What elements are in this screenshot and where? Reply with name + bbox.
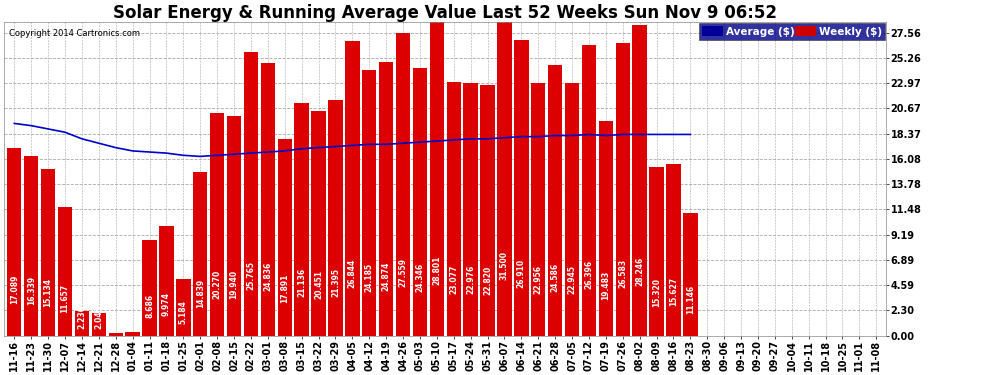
Bar xyxy=(312,111,326,336)
Text: 2.043: 2.043 xyxy=(94,305,103,329)
Bar xyxy=(362,70,376,336)
Text: 16.339: 16.339 xyxy=(27,276,36,305)
Bar xyxy=(329,100,343,336)
Text: 31.500: 31.500 xyxy=(500,251,509,280)
Text: 26.583: 26.583 xyxy=(619,259,628,288)
Bar xyxy=(7,148,22,336)
Text: 26.396: 26.396 xyxy=(584,260,593,289)
Bar xyxy=(548,65,562,336)
Bar xyxy=(599,122,613,336)
Bar xyxy=(531,83,545,336)
Text: 21.136: 21.136 xyxy=(297,268,306,297)
Text: 19.940: 19.940 xyxy=(230,270,239,299)
Bar xyxy=(346,40,359,336)
Bar xyxy=(244,53,258,336)
Text: 28.801: 28.801 xyxy=(433,255,442,285)
Text: 27.559: 27.559 xyxy=(399,258,408,287)
Text: 17.089: 17.089 xyxy=(10,275,19,304)
Bar xyxy=(463,83,478,336)
Bar xyxy=(616,44,630,336)
Bar xyxy=(143,240,156,336)
Text: 15.320: 15.320 xyxy=(652,278,661,307)
Text: Copyright 2014 Cartronics.com: Copyright 2014 Cartronics.com xyxy=(9,28,140,38)
Bar xyxy=(260,63,275,336)
Bar xyxy=(497,0,512,336)
Text: 24.874: 24.874 xyxy=(382,262,391,291)
Bar xyxy=(565,83,579,336)
Text: 28.246: 28.246 xyxy=(636,256,644,286)
Bar xyxy=(74,311,89,336)
Text: 11.146: 11.146 xyxy=(686,285,695,314)
Text: 22.956: 22.956 xyxy=(534,266,543,294)
Text: 22.945: 22.945 xyxy=(567,266,576,294)
Bar xyxy=(92,313,106,336)
Text: 15.134: 15.134 xyxy=(44,278,52,307)
Bar xyxy=(683,213,698,336)
Bar xyxy=(649,167,663,336)
Text: 22.976: 22.976 xyxy=(466,265,475,294)
Text: 11.657: 11.657 xyxy=(60,284,69,313)
Legend: Average ($), Weekly ($): Average ($), Weekly ($) xyxy=(699,23,885,40)
Text: 24.185: 24.185 xyxy=(364,263,374,292)
Text: 5.184: 5.184 xyxy=(179,300,188,324)
Text: 24.346: 24.346 xyxy=(416,263,425,292)
Bar xyxy=(666,164,681,336)
Text: 17.891: 17.891 xyxy=(280,273,289,303)
Bar xyxy=(277,139,292,336)
Text: 26.910: 26.910 xyxy=(517,259,526,288)
Bar xyxy=(176,279,190,336)
Bar xyxy=(294,103,309,336)
Text: 19.483: 19.483 xyxy=(601,271,611,300)
Text: 20.451: 20.451 xyxy=(314,270,323,298)
Bar xyxy=(126,332,140,336)
Bar xyxy=(379,62,393,336)
Bar xyxy=(227,116,242,336)
Bar xyxy=(57,207,72,336)
Bar xyxy=(514,40,529,336)
Bar xyxy=(446,82,461,336)
Bar xyxy=(210,113,225,336)
Text: 20.270: 20.270 xyxy=(213,270,222,299)
Text: 14.839: 14.839 xyxy=(196,279,205,308)
Text: 8.686: 8.686 xyxy=(145,294,154,318)
Text: 23.077: 23.077 xyxy=(449,265,458,294)
Text: 2.236: 2.236 xyxy=(77,304,86,328)
Text: 15.627: 15.627 xyxy=(669,278,678,306)
Bar xyxy=(633,25,646,336)
Text: 26.844: 26.844 xyxy=(347,259,356,288)
Bar xyxy=(396,33,410,336)
Bar xyxy=(159,226,173,336)
Bar xyxy=(109,333,123,336)
Title: Solar Energy & Running Average Value Last 52 Weeks Sun Nov 9 06:52: Solar Energy & Running Average Value Las… xyxy=(113,4,777,22)
Text: 21.395: 21.395 xyxy=(331,268,340,297)
Bar xyxy=(41,169,55,336)
Text: 22.820: 22.820 xyxy=(483,266,492,295)
Bar xyxy=(582,45,596,336)
Bar xyxy=(193,172,208,336)
Bar xyxy=(430,19,445,336)
Text: 9.974: 9.974 xyxy=(162,292,171,316)
Bar xyxy=(413,68,427,336)
Text: 25.765: 25.765 xyxy=(247,261,255,290)
Bar xyxy=(480,85,495,336)
Text: 24.836: 24.836 xyxy=(263,262,272,291)
Bar xyxy=(24,156,39,336)
Text: 24.586: 24.586 xyxy=(550,262,559,292)
